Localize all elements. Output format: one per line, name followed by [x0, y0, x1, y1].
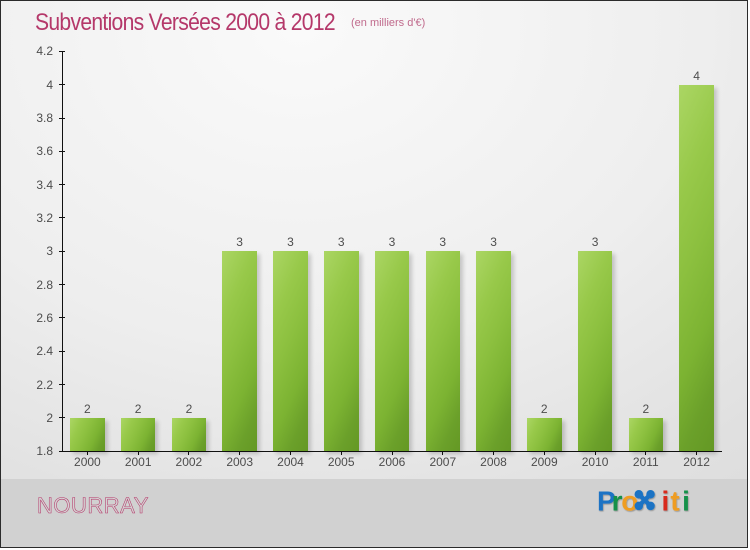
svg-text:o: o	[621, 485, 638, 516]
svg-text:i: i	[662, 485, 670, 516]
svg-text:t: t	[670, 485, 679, 516]
svg-text:i: i	[682, 485, 690, 516]
